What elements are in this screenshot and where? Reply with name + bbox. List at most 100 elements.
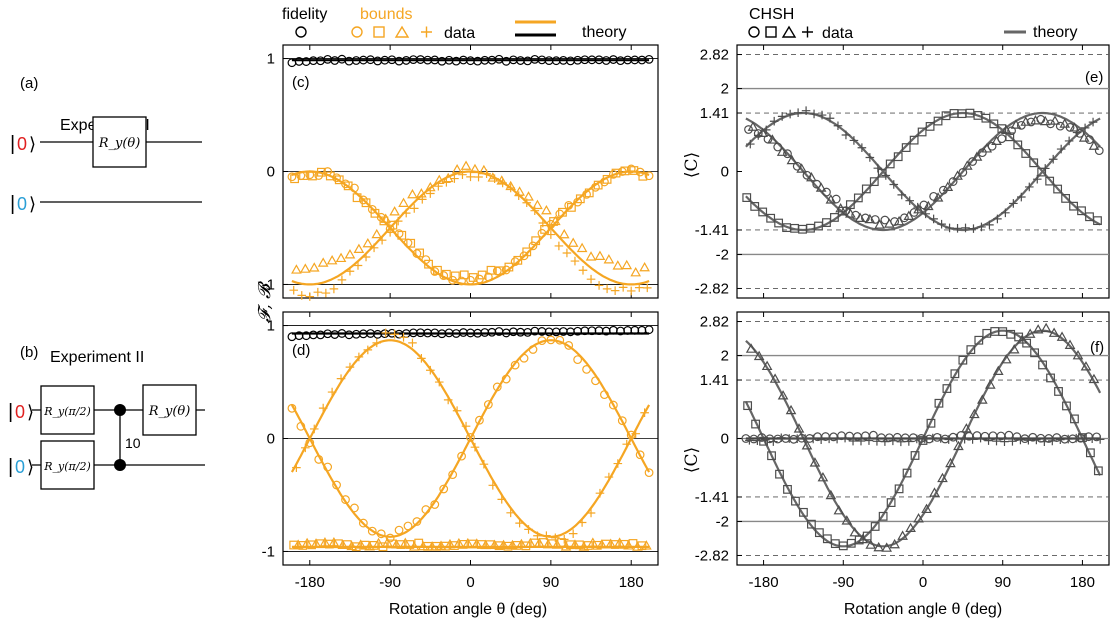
- chsh-data-circle: [870, 215, 880, 224]
- legend-data-label: data: [444, 25, 475, 42]
- bounds-data-square: [316, 167, 326, 177]
- circuit-b-ket-bottom: | 0 ⟩: [8, 456, 34, 478]
- bounds-data-circle: [457, 451, 466, 461]
- bounds-data-triangle: [308, 262, 320, 272]
- bounds-data-square: [486, 265, 496, 275]
- chsh-data-square: [791, 496, 800, 506]
- chsh-data-square: [901, 143, 911, 152]
- x-tick-label: -90: [379, 574, 401, 591]
- bounds-data-square: [558, 207, 567, 217]
- bounds-data-square: [299, 171, 308, 181]
- chsh-data-plus: [904, 437, 914, 446]
- chsh-data-triangle: [942, 181, 954, 191]
- bounds-data-plus: [385, 228, 395, 237]
- bounds-data-plus: [618, 283, 628, 292]
- bounds-data-circle: [421, 505, 431, 514]
- bounds-data-triangle: [523, 191, 534, 201]
- chsh-data-plus: [857, 143, 867, 153]
- chsh-data-plus: [905, 196, 915, 205]
- bounds-data-plus: [345, 266, 355, 276]
- chsh-data-square: [1093, 466, 1103, 476]
- bounds-data-plus: [594, 281, 604, 290]
- chsh-data-square: [1013, 140, 1023, 150]
- chsh-data-plus: [769, 116, 779, 126]
- bounds-data-triangle: [433, 174, 445, 185]
- chsh-data-triangle: [1030, 115, 1041, 125]
- chsh-data-circle: [968, 157, 977, 166]
- bounds-data-square: [343, 181, 353, 191]
- chsh-data-square: [870, 522, 880, 531]
- cz-label: 10: [125, 435, 141, 451]
- chsh-data-triangle: [833, 504, 845, 515]
- bounds-data-triangle: [416, 188, 427, 198]
- y-tick-label: -2: [716, 513, 729, 530]
- chsh-data-square: [925, 122, 935, 131]
- chsh-data-square: [997, 124, 1007, 134]
- chsh-data-triangle: [1010, 119, 1022, 129]
- chart-panel-f: -180 -90 0 90 180 2.82 2 1.41 0 -1.41 -2 -2.82 (f): [695, 311, 1110, 591]
- chsh-data-triangle: [961, 160, 973, 170]
- chsh-data-triangle: [864, 213, 876, 224]
- bounds-data-plus: [538, 218, 548, 228]
- svg-text:⟩: ⟩: [27, 402, 34, 422]
- svg-text:|: |: [8, 456, 13, 478]
- bounds-data-plus: [626, 286, 636, 296]
- chsh-data-plus: [1024, 182, 1034, 192]
- svg-text:⟩: ⟩: [27, 457, 34, 477]
- chsh-data-plus: [849, 136, 859, 145]
- chsh-data-square: [933, 116, 943, 126]
- bounds-data-square: [441, 541, 450, 551]
- y-tick-label: 0: [267, 431, 275, 448]
- chsh-data-triangle: [809, 457, 821, 467]
- panel-label-e: (e): [1085, 69, 1103, 86]
- chsh-data-plus: [865, 153, 875, 162]
- bounds-data-circle: [367, 526, 377, 536]
- chsh-data-triangle: [984, 379, 996, 389]
- bounds-data-circle: [314, 455, 324, 464]
- bounds-data-circle: [332, 480, 341, 490]
- chsh-data-plus: [785, 109, 795, 119]
- bounds-data-circle: [510, 360, 520, 370]
- chsh-data-triangle: [1000, 354, 1012, 364]
- chsh-data-triangle: [991, 135, 1002, 145]
- chsh-data-circle: [744, 125, 753, 134]
- y-tick-label: -2.82: [695, 280, 729, 297]
- chsh-data-square: [861, 184, 871, 194]
- bounds-data-plus: [426, 189, 435, 198]
- circuit-b-gate-bottom-label: R_y(π/2): [43, 460, 91, 473]
- chsh-data-square: [926, 418, 936, 428]
- bounds-data-plus: [595, 488, 605, 498]
- chsh-data-triangle: [873, 541, 885, 552]
- bounds-data-triangle: [516, 538, 527, 549]
- bounds-data-triangle: [346, 540, 358, 551]
- bounds-data-triangle: [444, 538, 456, 549]
- bounds-data-triangle: [560, 541, 572, 551]
- chsh-data-triangle: [817, 471, 829, 482]
- chsh-data-plus: [1040, 164, 1050, 173]
- chsh-data-plus: [1079, 434, 1089, 443]
- bounds-data-circle: [600, 390, 609, 400]
- chsh-data-plus: [897, 190, 907, 200]
- bounds-data-square: [290, 174, 300, 184]
- bounds-data-plus: [551, 533, 560, 543]
- legend-bounds-label: bounds: [360, 6, 413, 23]
- y-tick-label: -1.41: [695, 222, 729, 239]
- bounds-data-triangle: [451, 163, 463, 174]
- chsh-data-circle: [977, 148, 987, 158]
- bounds-data-plus: [482, 169, 491, 178]
- chsh-data-plus: [784, 434, 794, 443]
- chsh-data-square: [1061, 194, 1071, 203]
- chsh-data-square: [1053, 184, 1063, 194]
- chsh-data-square: [1038, 360, 1047, 370]
- bounds-data-plus: [546, 230, 556, 239]
- bounds-data-plus: [602, 284, 612, 294]
- bounds-data-triangle: [542, 538, 554, 549]
- bounds-data-plus: [514, 191, 524, 200]
- bounds-data-circle: [626, 430, 636, 440]
- bounds-data-circle: [376, 529, 386, 539]
- bounds-data-triangle: [362, 237, 374, 248]
- chsh-data-square: [1029, 158, 1039, 168]
- chsh-data-square: [1062, 401, 1071, 411]
- bounds-data-circle: [519, 353, 529, 363]
- panel-label-a: (a): [20, 75, 38, 92]
